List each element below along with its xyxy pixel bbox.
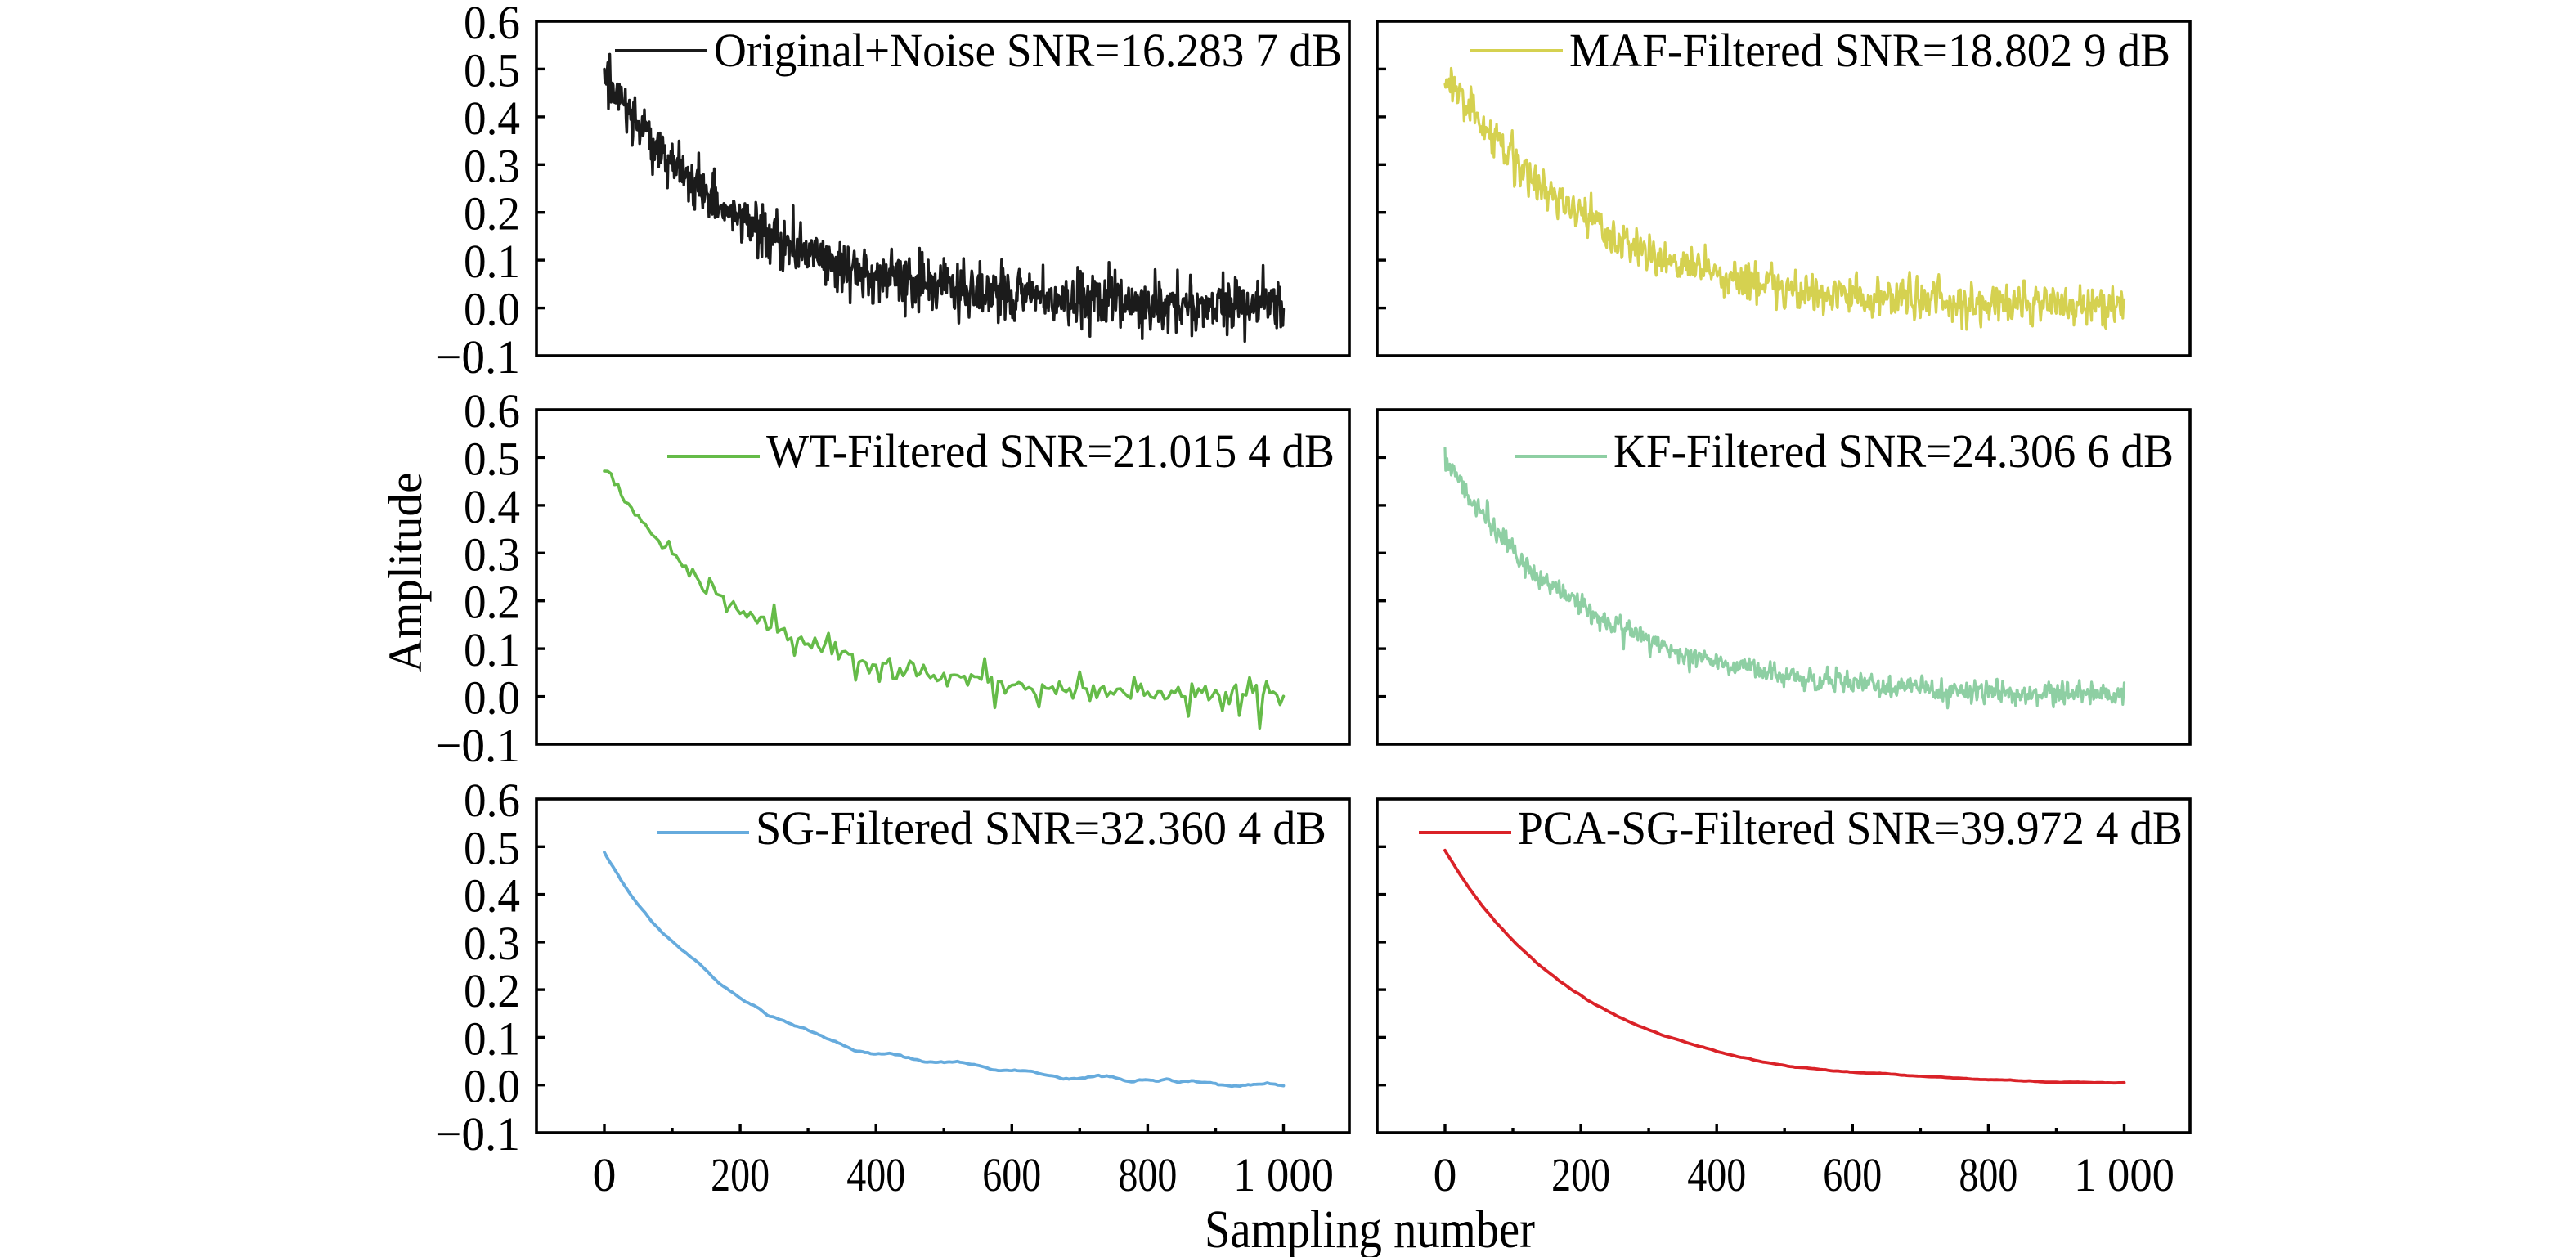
svg-text:Original+Noise SNR=16.283 7 dB: Original+Noise SNR=16.283 7 dB	[714, 24, 1342, 77]
svg-text:0.2: 0.2	[464, 964, 520, 1017]
svg-text:0.6: 0.6	[464, 0, 520, 49]
svg-text:600: 600	[1823, 1148, 1882, 1201]
svg-text:0.3: 0.3	[464, 139, 520, 192]
svg-text:800: 800	[1959, 1148, 2017, 1201]
svg-text:0.5: 0.5	[464, 43, 520, 97]
svg-text:0.1: 0.1	[464, 235, 520, 288]
svg-text:0.1: 0.1	[464, 1012, 520, 1065]
svg-text:0.6: 0.6	[464, 384, 520, 438]
svg-text:400: 400	[846, 1148, 905, 1201]
svg-text:0.0: 0.0	[464, 283, 520, 336]
svg-text:0.1: 0.1	[464, 623, 520, 676]
svg-text:0.2: 0.2	[464, 576, 520, 629]
svg-text:800: 800	[1118, 1148, 1177, 1201]
svg-text:1 000: 1 000	[2074, 1148, 2174, 1201]
svg-text:0.6: 0.6	[464, 774, 520, 827]
svg-text:0.5: 0.5	[464, 432, 520, 485]
svg-text:−0.1: −0.1	[435, 719, 520, 772]
svg-text:200: 200	[1551, 1148, 1610, 1201]
svg-text:0.3: 0.3	[464, 527, 520, 581]
svg-text:0.4: 0.4	[464, 92, 520, 145]
svg-text:0: 0	[593, 1148, 617, 1201]
svg-text:0.0: 0.0	[464, 1060, 520, 1113]
svg-text:WT-Filtered SNR=21.015 4 dB: WT-Filtered SNR=21.015 4 dB	[766, 424, 1335, 478]
svg-text:0.2: 0.2	[464, 187, 520, 240]
svg-text:0.4: 0.4	[464, 480, 520, 533]
svg-text:0.5: 0.5	[464, 821, 520, 874]
svg-text:−0.1: −0.1	[435, 330, 520, 384]
svg-text:0: 0	[1434, 1148, 1457, 1201]
svg-text:0.0: 0.0	[464, 671, 520, 725]
svg-text:PCA-SG-Filtered SNR=39.972 4 d: PCA-SG-Filtered SNR=39.972 4 dB	[1518, 801, 2183, 855]
svg-text:MAF-Filtered SNR=18.802 9 dB: MAF-Filtered SNR=18.802 9 dB	[1569, 24, 2170, 77]
svg-text:1 000: 1 000	[1233, 1148, 1334, 1201]
svg-text:0.4: 0.4	[464, 869, 520, 923]
svg-text:−0.1: −0.1	[435, 1107, 520, 1160]
svg-text:200: 200	[711, 1148, 770, 1201]
svg-text:Sampling number: Sampling number	[1205, 1200, 1535, 1257]
svg-text:600: 600	[982, 1148, 1041, 1201]
svg-text:KF-Filtered SNR=24.306 6 dB: KF-Filtered SNR=24.306 6 dB	[1613, 424, 2174, 478]
svg-text:400: 400	[1687, 1148, 1746, 1201]
svg-text:0.3: 0.3	[464, 917, 520, 970]
svg-text:Amplitude: Amplitude	[379, 473, 432, 673]
svg-text:SG-Filtered SNR=32.360 4 dB: SG-Filtered SNR=32.360 4 dB	[756, 801, 1326, 855]
